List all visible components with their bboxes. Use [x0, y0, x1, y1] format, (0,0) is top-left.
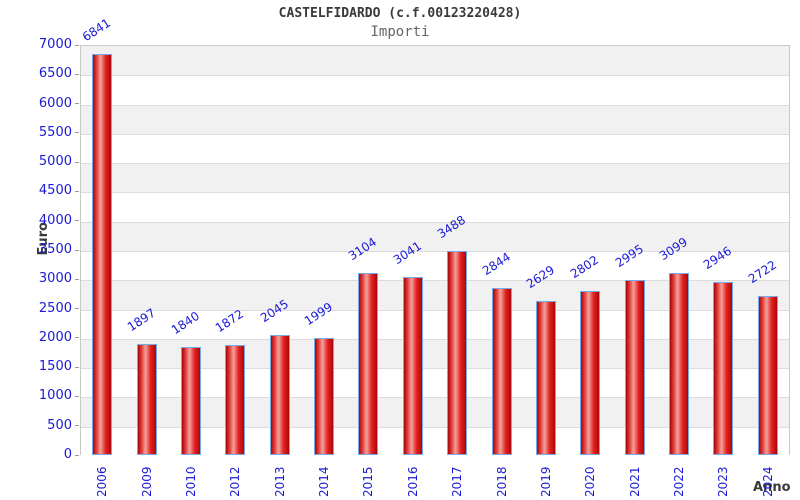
y-tick-mark [75, 395, 79, 397]
gridline [81, 251, 789, 252]
gridline [81, 397, 789, 399]
plot-band [81, 221, 789, 251]
y-tick-label: 6000 [38, 95, 72, 111]
gridline [81, 75, 789, 77]
x-tick-label: 2006 [95, 466, 110, 497]
plot-band [81, 46, 789, 76]
y-tick-mark [75, 425, 79, 427]
bar [136, 343, 157, 455]
bar [669, 273, 690, 455]
x-tick-label: 2019 [538, 466, 553, 497]
x-tick-label: 2009 [139, 466, 154, 497]
gridline [81, 309, 789, 311]
bar [402, 276, 423, 455]
x-tick-label: 2013 [272, 466, 287, 497]
bar [225, 345, 246, 455]
x-tick-label: 2024 [760, 466, 775, 497]
bar [269, 335, 290, 455]
bar [757, 295, 778, 455]
y-tick-label: 6500 [38, 66, 72, 82]
gridline [81, 368, 789, 370]
y-tick-label: 5000 [38, 154, 72, 170]
bar [713, 282, 734, 455]
bar [180, 347, 201, 455]
y-tick-mark [75, 161, 79, 163]
y-tick-mark [75, 190, 79, 192]
plot-band [81, 133, 789, 164]
x-axis-title: Anno [753, 480, 791, 495]
x-tick-label: 2022 [672, 466, 687, 497]
bar [580, 290, 601, 455]
gridline [81, 280, 789, 282]
bar [491, 288, 512, 455]
y-tick-mark [75, 103, 79, 105]
y-tick-label: 7000 [38, 37, 72, 52]
y-tick-mark [75, 249, 79, 251]
gridline [81, 221, 789, 223]
x-tick-label: 2018 [494, 466, 509, 497]
gridline [81, 133, 789, 135]
y-tick-mark [75, 366, 79, 368]
y-tick-mark [75, 454, 79, 456]
gridline [81, 163, 789, 165]
gridline [81, 192, 789, 194]
y-tick-label: 2500 [38, 300, 72, 316]
bar [314, 337, 335, 455]
y-tick-label: 0 [63, 447, 72, 462]
x-tick-label: 2023 [716, 466, 731, 497]
bar [624, 279, 645, 455]
y-tick-label: 2000 [38, 329, 72, 345]
gridline [81, 338, 789, 340]
y-tick-label: 3000 [38, 271, 72, 287]
plot-band [81, 104, 789, 134]
gridline [81, 426, 789, 428]
y-tick-mark [75, 132, 79, 134]
plot-band [81, 75, 789, 105]
y-tick-label: 5500 [38, 124, 72, 140]
x-tick-label: 2012 [228, 466, 243, 497]
bar [447, 250, 468, 455]
x-tick-label: 2014 [317, 466, 332, 497]
y-tick-mark [75, 44, 79, 46]
x-tick-label: 2010 [183, 466, 198, 497]
y-tick-label: 4000 [38, 212, 72, 228]
bar [358, 273, 379, 455]
x-tick-label: 2017 [450, 466, 465, 497]
plot-band [81, 192, 789, 222]
y-tick-label: 1500 [38, 359, 72, 375]
y-tick-mark [75, 308, 79, 310]
y-tick-mark [75, 278, 79, 280]
x-tick-label: 2021 [627, 466, 642, 497]
y-tick-label: 4500 [38, 183, 72, 199]
y-tick-mark [75, 337, 79, 339]
chart-subtitle: Importi [370, 24, 430, 40]
y-tick-mark [75, 73, 79, 75]
bar [92, 54, 113, 455]
y-tick-label: 3500 [38, 242, 72, 257]
x-tick-label: 2020 [583, 466, 598, 497]
gridline [81, 104, 789, 106]
chart-title: CASTELFIDARDO (c.f.00123220428) [278, 6, 522, 21]
x-tick-label: 2016 [405, 466, 420, 497]
bar [535, 301, 556, 455]
x-tick-label: 2015 [361, 466, 376, 497]
plot-band [81, 163, 789, 193]
y-tick-label: 500 [47, 417, 72, 433]
y-tick-mark [75, 220, 79, 222]
y-tick-label: 1000 [38, 388, 72, 404]
